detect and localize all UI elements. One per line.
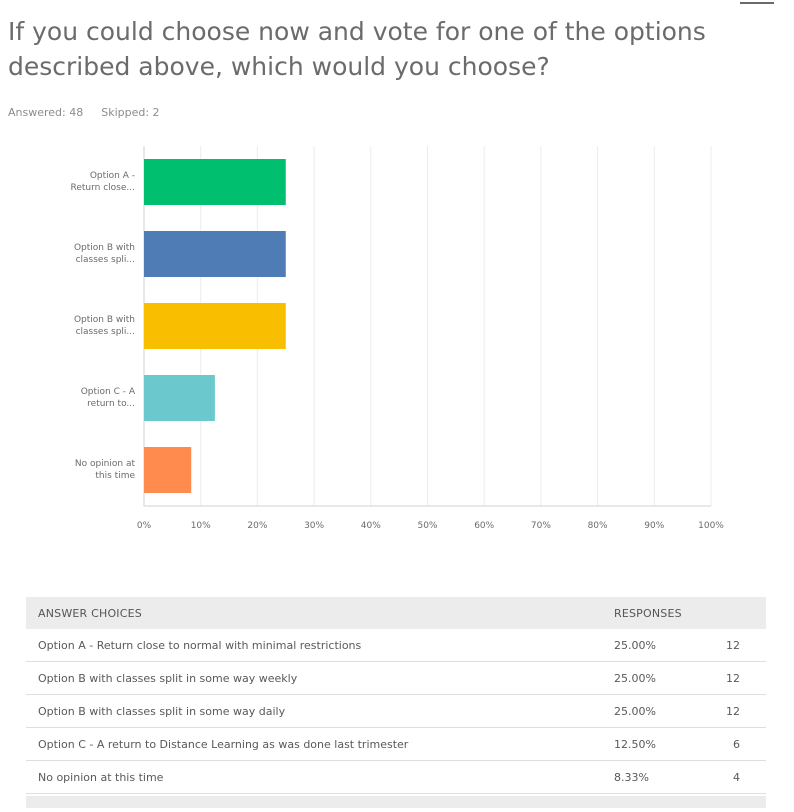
category-label-line: classes spli... <box>76 327 135 337</box>
x-tick-label: 20% <box>247 521 267 531</box>
response-count: 12 <box>700 629 766 662</box>
table-header-row: ANSWER CHOICES RESPONSES <box>26 597 766 629</box>
answer-choice: Option A - Return close to normal with m… <box>26 629 608 662</box>
x-tick-label: 30% <box>304 521 324 531</box>
x-tick-label: 0% <box>137 521 152 531</box>
category-label-line: classes spli... <box>76 255 135 265</box>
response-percent: 25.00% <box>608 694 700 728</box>
category-label: Option A - Return close... <box>71 171 136 193</box>
response-count: 12 <box>700 661 766 695</box>
table-row: Option A - Return close to normal with m… <box>26 629 766 662</box>
x-tick-label: 90% <box>644 521 664 531</box>
response-percent: 8.33% <box>608 760 700 794</box>
answer-choice: Option C - A return to Distance Learning… <box>26 727 608 761</box>
answer-choice: Option B with classes split in some way … <box>26 661 608 695</box>
header-responses: RESPONSES <box>608 597 766 629</box>
answer-choice: Option B with classes split in some way … <box>26 694 608 728</box>
bar <box>144 447 192 493</box>
response-stats: Answered: 48 Skipped: 2 <box>8 106 160 119</box>
category-label: Option B with classes spli... <box>74 243 135 265</box>
response-count: 12 <box>700 694 766 728</box>
table-footer-bar <box>26 796 766 808</box>
category-label-line: No opinion at <box>75 459 136 469</box>
category-label: No opinion at this time <box>75 459 136 481</box>
response-percent: 12.50% <box>608 727 700 761</box>
category-label-line: Return close... <box>71 183 136 193</box>
answered-count: Answered: 48 <box>8 106 84 119</box>
bar-chart: Option A - Return close... Option B with cl… <box>71 146 724 531</box>
response-percent: 25.00% <box>608 661 700 695</box>
question-title: If you could choose now and vote for one… <box>8 17 706 81</box>
header-answer-choices: ANSWER CHOICES <box>26 597 608 629</box>
category-label-line: return to... <box>87 399 135 409</box>
bar <box>144 375 215 421</box>
corner-mark <box>740 2 774 4</box>
category-label-line: Option C - A <box>81 387 136 397</box>
x-tick-label: 60% <box>474 521 494 531</box>
x-tick-label: 10% <box>191 521 211 531</box>
category-label-line: Option B with <box>74 243 135 253</box>
table-row: Option C - A return to Distance Learning… <box>26 727 766 761</box>
category-label: Option B with classes spli... <box>74 315 135 337</box>
category-label-line: Option B with <box>74 315 135 325</box>
category-label: Option C - A return to... <box>81 387 136 409</box>
answer-choice: No opinion at this time <box>26 760 608 794</box>
x-tick-label: 40% <box>361 521 381 531</box>
table-row: Option B with classes split in some way … <box>26 694 766 728</box>
response-count: 6 <box>700 727 766 761</box>
answer-table: ANSWER CHOICES RESPONSES Option A - Retu… <box>26 597 766 794</box>
response-count: 4 <box>700 760 766 794</box>
x-tick-label: 80% <box>588 521 608 531</box>
x-tick-label: 50% <box>417 521 437 531</box>
bar <box>144 303 286 349</box>
x-tick-label: 70% <box>531 521 551 531</box>
response-percent: 25.00% <box>608 629 700 662</box>
table-row: No opinion at this time 8.33% 4 <box>26 760 766 794</box>
category-label-line: this time <box>95 471 135 481</box>
category-label-line: Option A - <box>90 171 135 181</box>
skipped-count: Skipped: 2 <box>101 106 160 119</box>
table-row: Option B with classes split in some way … <box>26 661 766 695</box>
bar <box>144 159 286 205</box>
x-tick-label: 100% <box>698 521 724 531</box>
bar <box>144 231 286 277</box>
